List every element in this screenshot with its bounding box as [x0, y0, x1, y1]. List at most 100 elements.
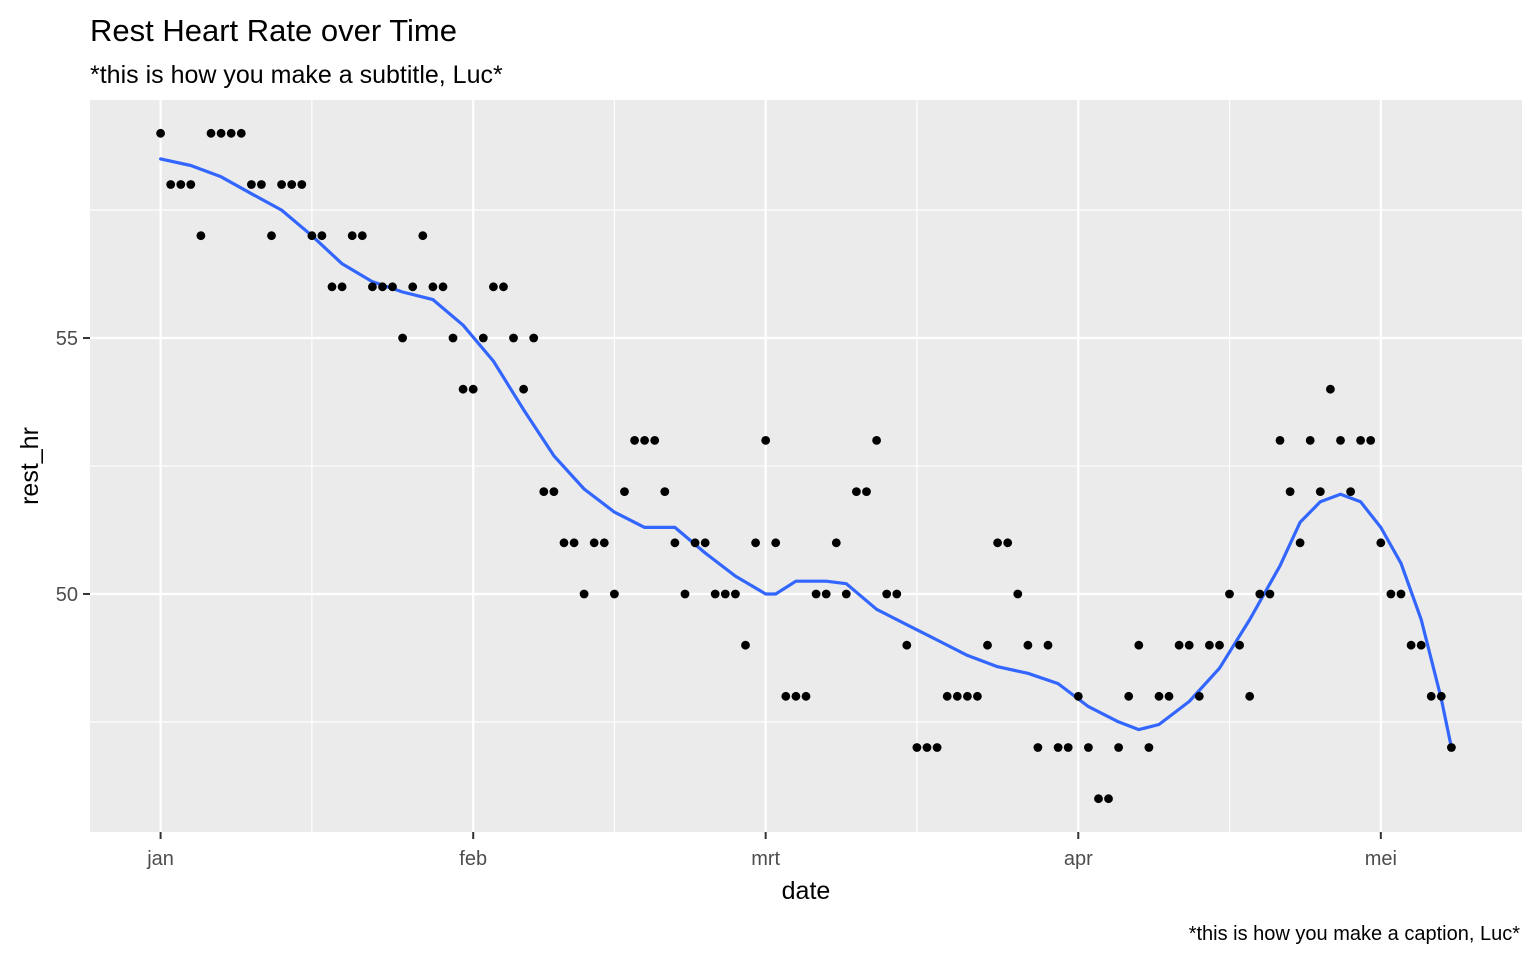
data-point [1305, 436, 1315, 445]
data-point [660, 487, 670, 496]
data-point [1396, 589, 1406, 599]
data-point [912, 743, 922, 752]
data-point [1104, 794, 1113, 804]
data-point [791, 691, 801, 701]
data-point [569, 538, 579, 548]
data-point [1265, 589, 1275, 599]
data-point [1376, 538, 1386, 548]
data-point [1043, 640, 1053, 650]
x-tick-label: mrt [751, 848, 780, 870]
data-point [438, 282, 448, 292]
data-point [1063, 743, 1073, 752]
data-point [670, 538, 680, 548]
data-point [942, 691, 952, 701]
data-point [539, 487, 549, 496]
data-point [1426, 691, 1436, 701]
data-point [1144, 743, 1154, 752]
data-point [862, 487, 871, 496]
data-point [1356, 436, 1365, 445]
data-point [1033, 743, 1043, 752]
data-point [1346, 487, 1355, 496]
data-point [952, 691, 962, 701]
chart-subtitle: *this is how you make a subtitle, Luc* [90, 61, 503, 89]
y-tick-label: 50 [56, 584, 78, 606]
axis-ticks: 50 55 jan feb mrt apr mei [56, 328, 1397, 870]
data-point [1447, 743, 1456, 752]
data-point [489, 282, 498, 292]
data-point [428, 282, 438, 292]
data-point [1073, 691, 1083, 701]
data-point [398, 333, 407, 343]
data-point [317, 231, 327, 241]
data-point [1174, 640, 1184, 650]
data-point [1406, 640, 1416, 650]
data-point [307, 231, 317, 241]
data-point [1235, 640, 1244, 650]
data-point [458, 384, 468, 394]
data-point [529, 333, 539, 343]
data-point [1164, 691, 1174, 701]
scatter-points [156, 128, 1456, 804]
data-point [1416, 640, 1426, 650]
data-point [983, 640, 992, 650]
data-point [892, 589, 902, 599]
data-point [1124, 691, 1134, 701]
data-point [1386, 589, 1396, 599]
data-point [1053, 743, 1063, 752]
y-axis-title: rest_hr [16, 427, 44, 505]
data-point [831, 538, 841, 548]
data-point [226, 128, 236, 138]
data-point [680, 589, 690, 599]
data-point [1245, 691, 1255, 701]
data-point [1285, 487, 1295, 496]
data-point [781, 691, 791, 701]
data-point [922, 743, 932, 752]
data-point [1205, 640, 1214, 650]
data-point [186, 180, 196, 189]
data-point [1436, 691, 1446, 701]
smooth-curve-layer [159, 157, 1453, 750]
data-point [1225, 589, 1234, 599]
data-point [176, 180, 186, 189]
y-tick-label: 55 [56, 328, 78, 350]
data-point [589, 538, 599, 548]
data-point [720, 589, 730, 599]
data-point [549, 487, 559, 496]
data-point [247, 180, 256, 189]
data-point [1084, 743, 1093, 752]
data-point [761, 436, 771, 445]
x-tick-label: jan [146, 848, 174, 870]
data-point [963, 691, 972, 701]
data-point [1013, 589, 1023, 599]
data-point [287, 180, 297, 189]
data-point [1315, 487, 1325, 496]
data-point [801, 691, 811, 701]
data-point [1023, 640, 1033, 650]
data-point [1215, 640, 1224, 650]
data-point [337, 282, 347, 292]
data-point [731, 589, 740, 599]
data-point [710, 589, 720, 599]
data-point [852, 487, 861, 496]
x-tick-label: mei [1365, 848, 1397, 870]
data-point [973, 691, 982, 701]
data-point [1154, 691, 1164, 701]
data-point [448, 333, 458, 343]
data-point [771, 538, 781, 548]
x-tick-label: apr [1064, 848, 1093, 870]
data-point [1275, 436, 1285, 445]
data-point [499, 282, 508, 292]
data-point [1295, 538, 1305, 548]
data-point [277, 180, 286, 189]
chart-title: Rest Heart Rate over Time [90, 13, 457, 48]
data-point [1134, 640, 1144, 650]
data-point [297, 180, 307, 189]
grid-lines [90, 100, 1522, 832]
data-point [378, 282, 387, 292]
x-tick-label: feb [459, 848, 487, 870]
data-point [872, 436, 881, 445]
data-point [1194, 691, 1204, 701]
data-point [1326, 384, 1335, 394]
data-point [257, 180, 266, 189]
